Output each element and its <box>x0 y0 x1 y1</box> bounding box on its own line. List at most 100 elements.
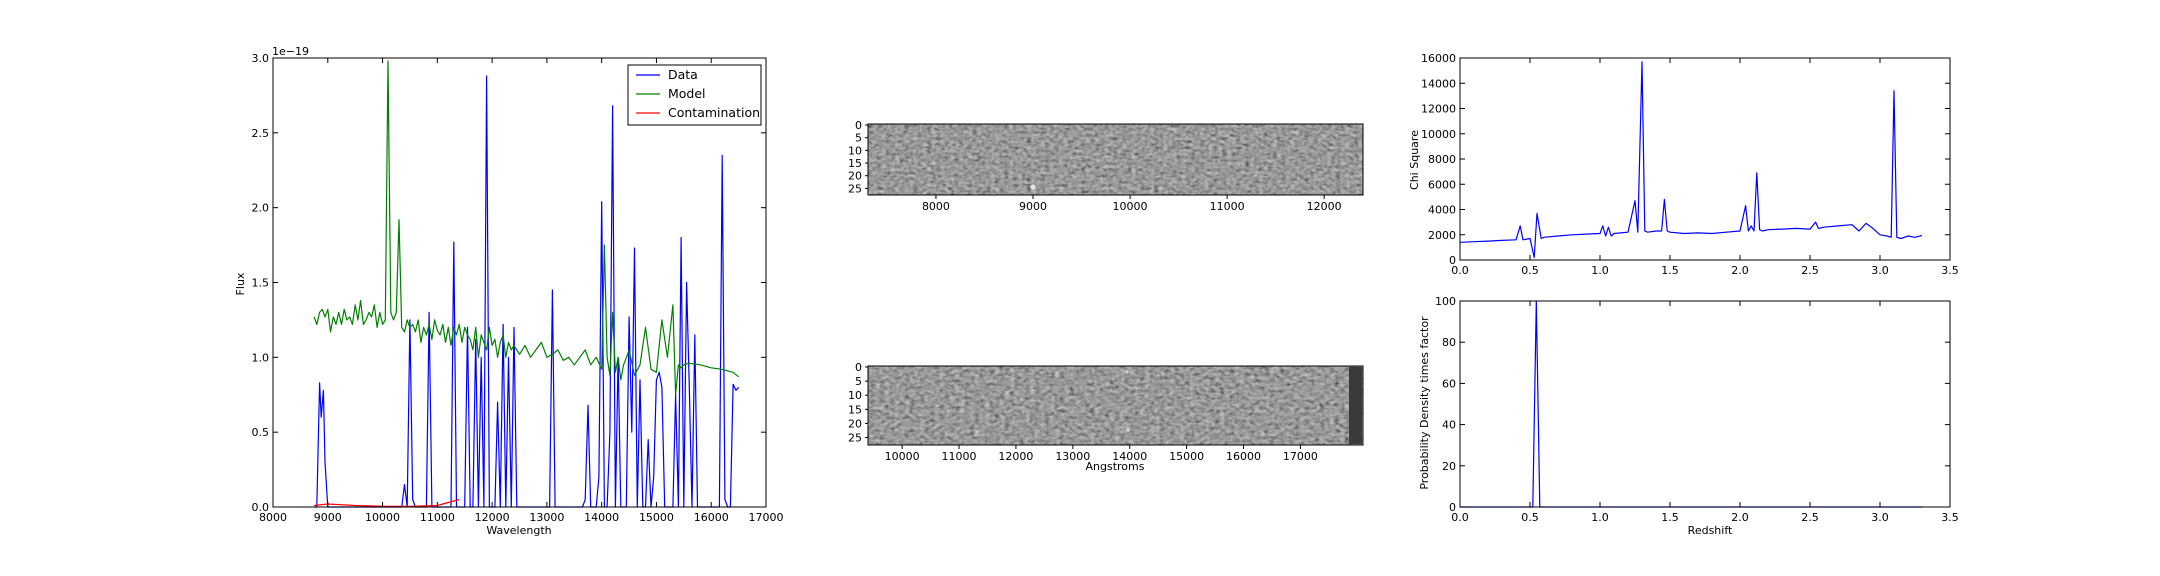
chi-square-y-tick-label: 10000 <box>1421 128 1456 141</box>
chi-square-y-tick-label: 14000 <box>1421 77 1456 90</box>
spectrum-x-label: Wavelength <box>486 524 551 537</box>
chi-square-y-tick-label: 2000 <box>1428 229 1456 242</box>
chi-square-x-tick-label: 0.0 <box>1451 264 1469 277</box>
legend-data-label: Data <box>668 67 698 82</box>
chi-square-x-tick-label: 1.5 <box>1661 264 1679 277</box>
spectrum-y-tick-label: 0.0 <box>252 501 270 514</box>
probability-x-tick-label: 2.5 <box>1801 511 1819 524</box>
image-2d-top-bright-pixel <box>1110 186 1114 190</box>
image-2d-top-y-tick-label: 15 <box>848 157 862 170</box>
image-2d-bottom-y-tick-label: 15 <box>848 403 862 416</box>
image-2d-top-x-tick-label: 12000 <box>1307 200 1342 213</box>
image-2d-bottom-empty-edge <box>1349 367 1362 444</box>
spectrum-series-contamination <box>314 498 460 507</box>
probability-x-tick-label: 2.0 <box>1731 511 1749 524</box>
chi-square-y-tick-label: 0 <box>1449 254 1456 267</box>
probability-density-panel: Redshift Probability Density times facto… <box>1418 295 1959 537</box>
legend-contamination-label: Contamination <box>668 105 760 120</box>
probability-plot-frame <box>1459 300 1951 508</box>
probability-series-line <box>1460 300 1922 508</box>
probability-y-label: Probability Density times factor <box>1418 316 1431 490</box>
chi-square-x-tick-label: 1.0 <box>1591 264 1609 277</box>
spectrum-series-data <box>314 75 740 508</box>
image-2d-top-y-tick-label: 25 <box>848 182 862 195</box>
chi-square-y-tick-label: 12000 <box>1421 103 1456 116</box>
image-2d-top-x-tick-label: 8000 <box>922 200 950 213</box>
spectrum-x-tick-label: 14000 <box>584 511 619 524</box>
image-2d-bottom-x-tick-label: 16000 <box>1226 450 1261 463</box>
image-2d-top-frame <box>867 123 1364 196</box>
probability-y-tick-label: 80 <box>1442 336 1456 349</box>
legend-model-label: Model <box>668 86 706 101</box>
image-2d-bottom-bright-pixel <box>1125 370 1129 374</box>
probability-y-tick-label: 20 <box>1442 460 1456 473</box>
probability-y-tick-label: 100 <box>1435 295 1456 308</box>
spectrum-x-tick-label: 9000 <box>314 511 342 524</box>
probability-x-tick-label: 0.5 <box>1521 511 1539 524</box>
chi-square-x-tick-label: 2.0 <box>1731 264 1749 277</box>
spectrum-y-label: Flux <box>234 272 247 295</box>
chi-square-y-tick-label: 16000 <box>1421 52 1456 65</box>
chi-square-x-tick-label: 3.5 <box>1941 264 1959 277</box>
spectrum-x-tick-label: 11000 <box>420 511 455 524</box>
chi-square-panel: Chi Square 0.0 0.5 1.0 1.5 2.0 2.5 3.0 3.5 0 2000… <box>1408 52 1959 277</box>
image-2d-top-y-tick-label: 5 <box>855 132 862 145</box>
image-2d-bottom-bright-pixel <box>1126 428 1130 432</box>
probability-y-tick-label: 40 <box>1442 419 1456 432</box>
chi-square-y-tick-label: 6000 <box>1428 178 1456 191</box>
image-2d-bottom-panel: Angstroms 10000 11000 12000 13000 14000 15000… <box>848 361 1364 473</box>
chi-square-x-tick-label: 2.5 <box>1801 264 1819 277</box>
image-2d-bottom-y-tick-label: 5 <box>855 375 862 388</box>
image-2d-bottom <box>868 366 1363 445</box>
spectrum-x-tick-label: 15000 <box>639 511 674 524</box>
spectrum-y-tick-label: 1.0 <box>252 351 270 364</box>
image-2d-top-x-tick-label: 11000 <box>1210 200 1245 213</box>
probability-y-tick-label: 60 <box>1442 377 1456 390</box>
chi-square-x-tick-label: 3.0 <box>1871 264 1889 277</box>
chi-square-series-line <box>1459 61 1923 259</box>
image-2d-bottom-x-tick-label: 13000 <box>1055 450 1090 463</box>
probability-y-tick-label: 0 <box>1449 501 1456 514</box>
image-2d-top-bright-pixel <box>1030 184 1036 190</box>
image-2d-top-x-tick-label: 10000 <box>1113 200 1148 213</box>
probability-x-tick-label: 1.0 <box>1591 511 1609 524</box>
image-2d-bottom-x-tick-label: 12000 <box>998 450 1033 463</box>
spectrum-y-tick-label: 3.0 <box>252 52 270 65</box>
image-2d-top-x-tick-label: 9000 <box>1019 200 1047 213</box>
image-2d-bottom-y-tick-label: 10 <box>848 389 862 402</box>
image-2d-bottom-x-tick-label: 15000 <box>1169 450 1204 463</box>
image-2d-bottom-y-tick-label: 0 <box>855 361 862 374</box>
probability-x-tick-label: 0.0 <box>1451 511 1469 524</box>
probability-x-tick-label: 3.5 <box>1941 511 1959 524</box>
spectrum-legend: Data Model Contamination <box>627 64 762 126</box>
probability-x-label: Redshift <box>1688 524 1733 537</box>
spectrum-x-tick-label: 13000 <box>529 511 564 524</box>
image-2d-bottom-frame <box>867 365 1364 446</box>
spectrum-offset-text: 1e−19 <box>272 45 309 58</box>
image-2d-bottom-x-tick-label: 11000 <box>942 450 977 463</box>
chi-square-y-tick-label: 4000 <box>1428 204 1456 217</box>
spectrum-x-tick-label: 10000 <box>365 511 400 524</box>
spectrum-y-tick-label: 1.5 <box>252 277 270 290</box>
image-2d-top-y-tick-label: 20 <box>848 170 862 183</box>
image-2d-bottom-x-label: Angstroms <box>1086 460 1145 473</box>
spectrum-x-tick-label: 16000 <box>694 511 729 524</box>
image-2d-bottom-x-tick-label: 14000 <box>1112 450 1147 463</box>
spectrum-x-tick-label: 17000 <box>749 511 784 524</box>
image-2d-top-y-tick-label: 10 <box>848 144 862 157</box>
probability-x-tick-label: 1.5 <box>1661 511 1679 524</box>
image-2d-bottom-x-tick-label: 10000 <box>885 450 920 463</box>
spectrum-panel: 1e−19 Wavelength Flux 8000 9000 10000 11000… <box>234 45 784 537</box>
spectrum-x-tick-label: 12000 <box>475 511 510 524</box>
spectrum-series-model <box>313 60 739 396</box>
chi-square-x-tick-label: 0.5 <box>1521 264 1539 277</box>
chi-square-y-label: Chi Square <box>1408 130 1421 190</box>
chi-square-y-tick-label: 8000 <box>1428 153 1456 166</box>
image-2d-bottom-x-tick-label: 17000 <box>1283 450 1318 463</box>
image-2d-bottom-y-tick-label: 20 <box>848 417 862 430</box>
spectrum-y-tick-label: 2.5 <box>252 127 270 140</box>
spectrum-x-tick-label: 8000 <box>259 511 287 524</box>
probability-x-tick-label: 3.0 <box>1871 511 1889 524</box>
